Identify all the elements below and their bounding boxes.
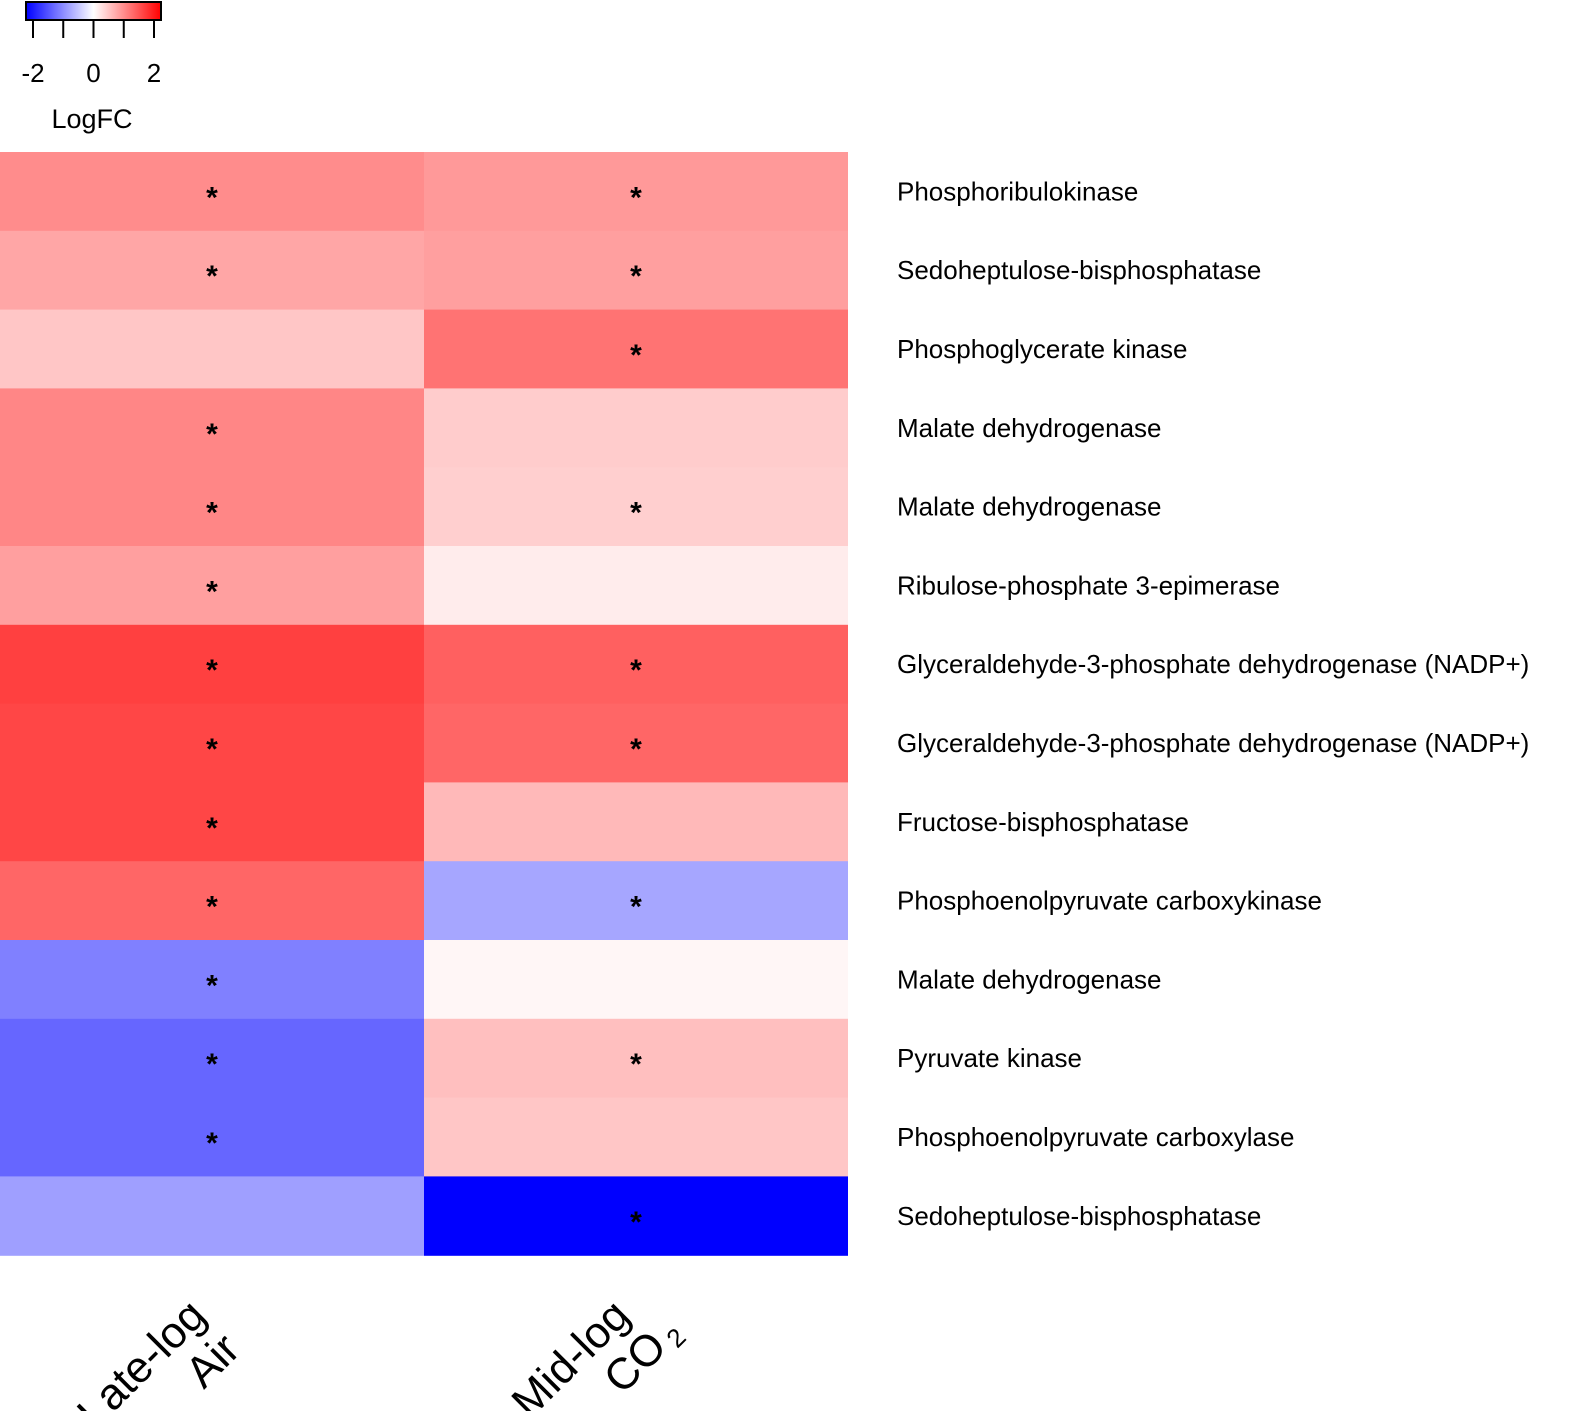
row-label: Fructose-bisphosphatase	[897, 807, 1189, 837]
heatmap-cell	[0, 940, 424, 1020]
significance-star: *	[206, 497, 218, 530]
row-label: Glyceraldehyde-3-phosphate dehydrogenase…	[897, 649, 1529, 679]
heatmap-cell	[424, 1097, 848, 1177]
row-label: Sedoheptulose-bisphosphatase	[897, 255, 1261, 285]
row-label: Malate dehydrogenase	[897, 492, 1162, 522]
heatmap-cell	[424, 152, 848, 232]
heatmap-cell	[424, 1176, 848, 1256]
legend-tick-label: 0	[86, 58, 100, 88]
significance-star: *	[206, 1127, 218, 1160]
heatmap-cell	[424, 546, 848, 626]
row-label: Ribulose-phosphate 3-epimerase	[897, 570, 1280, 600]
significance-star: *	[630, 1048, 642, 1081]
heatmap-cell	[0, 230, 424, 311]
significance-star: *	[630, 891, 642, 924]
column-label-subscript: 2	[660, 1322, 691, 1353]
significance-star: *	[206, 181, 218, 214]
row-label: Phosphoglycerate kinase	[897, 334, 1188, 364]
significance-star: *	[206, 418, 218, 451]
significance-star: *	[206, 260, 218, 293]
row-label: Pyruvate kinase	[897, 1043, 1082, 1073]
legend-title: LogFC	[51, 104, 132, 134]
heatmap-cell	[424, 940, 848, 1020]
heatmap-cell	[0, 1176, 424, 1256]
heatmap-cell	[0, 1097, 424, 1177]
significance-markers: * * * * * * * * * * * * * * * * * * * * *	[206, 181, 642, 1238]
significance-star: *	[206, 812, 218, 845]
significance-star: *	[206, 654, 218, 687]
significance-star: *	[630, 181, 642, 214]
row-label: Phosphoenolpyruvate carboxykinase	[897, 886, 1322, 916]
heatmap-cell	[0, 388, 424, 468]
significance-star: *	[206, 891, 218, 924]
heatmap-cell	[424, 1018, 848, 1099]
row-label: Glyceraldehyde-3-phosphate dehydrogenase…	[897, 728, 1529, 758]
heatmap-cell	[424, 703, 848, 783]
significance-star: *	[206, 1048, 218, 1081]
significance-star: *	[630, 260, 642, 293]
significance-star: *	[206, 575, 218, 608]
heatmap-cell	[0, 309, 424, 389]
heatmap-cell	[424, 388, 848, 468]
legend-tick-label: -2	[21, 58, 44, 88]
row-label: Sedoheptulose-bisphosphatase	[897, 1201, 1261, 1231]
significance-star: *	[630, 654, 642, 687]
color-legend: -2 0 2 LogFC	[21, 1, 162, 134]
heatmap-cell	[424, 782, 848, 862]
row-label: Phosphoribulokinase	[897, 176, 1138, 206]
heatmap-cell	[0, 624, 424, 705]
row-label: Malate dehydrogenase	[897, 964, 1162, 994]
heatmap-cell	[424, 467, 848, 547]
legend-colorbar	[25, 1, 162, 21]
significance-star: *	[630, 1206, 642, 1239]
heatmap-cell	[0, 782, 424, 862]
heatmap-cell	[0, 861, 424, 941]
heatmap-cell	[0, 467, 424, 547]
heatmap-cell	[424, 861, 848, 941]
heatmap-cell	[0, 1018, 424, 1099]
heatmap-cell	[424, 309, 848, 389]
row-label: Phosphoenolpyruvate carboxylase	[897, 1122, 1294, 1152]
significance-star: *	[206, 969, 218, 1002]
significance-star: *	[630, 339, 642, 372]
significance-star: *	[630, 733, 642, 766]
heatmap-cell	[424, 230, 848, 311]
heatmap-cell	[0, 546, 424, 626]
heatmap-cell	[424, 624, 848, 705]
heatmap-cell	[0, 152, 424, 232]
significance-star: *	[206, 733, 218, 766]
legend-tick-label: 2	[147, 58, 161, 88]
heatmap-cell	[0, 703, 424, 783]
row-labels: Phosphoribulokinase Sedoheptulose-bisphos…	[897, 176, 1529, 1230]
row-label: Malate dehydrogenase	[897, 413, 1162, 443]
significance-star: *	[630, 497, 642, 530]
heatmap-cells	[0, 152, 848, 1256]
